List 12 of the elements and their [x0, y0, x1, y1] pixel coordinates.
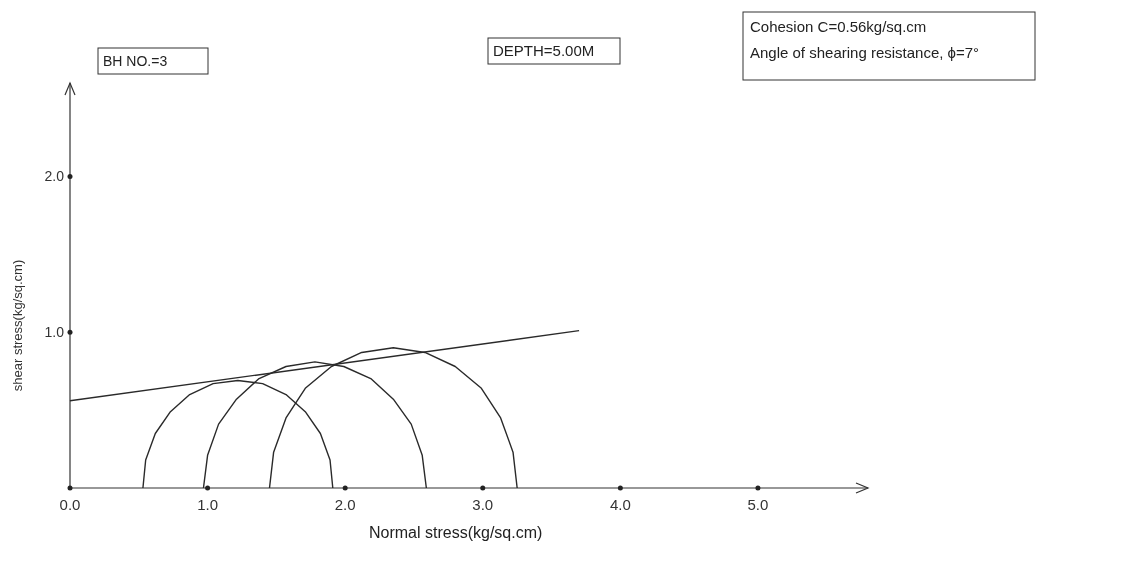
x-axis-title: Normal stress(kg/sq.cm) — [369, 524, 543, 541]
text: BH NO.=3 — [103, 53, 168, 69]
x-tick-label: 3.0 — [472, 496, 494, 513]
x-tick-label: 4.0 — [609, 496, 631, 513]
x-tick-label: 5.0 — [747, 496, 769, 513]
text: Cohesion C=0.56kg/sq.cm — [750, 18, 927, 35]
y-axis-title: shear stress(kg/sq.cm) — [10, 259, 25, 392]
text: DEPTH=5.00M — [493, 42, 595, 59]
x-tick-label: 1.0 — [197, 496, 219, 513]
x-tick-label: 0.0 — [59, 496, 81, 513]
text: Angle of shearing resistance, ϕ=7° — [750, 44, 980, 61]
x-tick-label: 2.0 — [334, 496, 356, 513]
